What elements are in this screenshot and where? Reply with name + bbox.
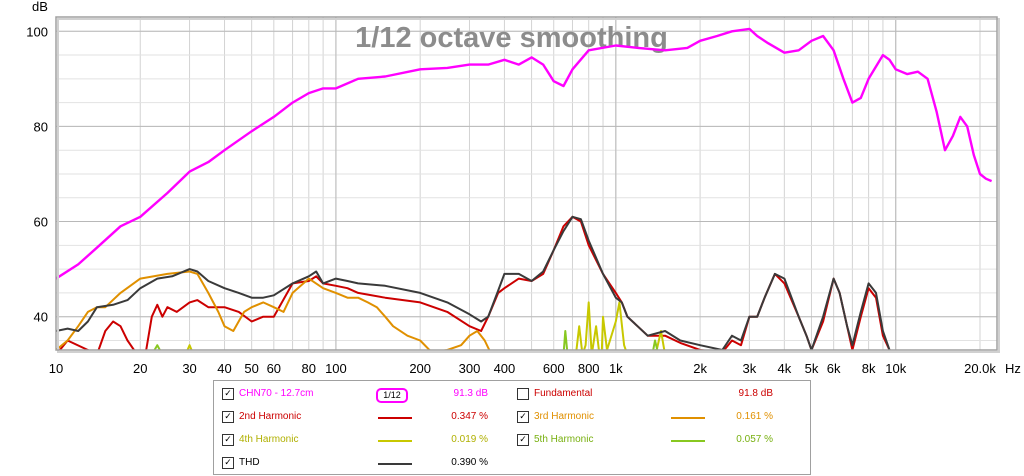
x-tick-label: 2k [693, 361, 707, 376]
x-tick-label: 800 [578, 361, 600, 376]
x-tick-label: 50 [244, 361, 258, 376]
series-line-3rd-harmonic [56, 270, 491, 350]
legend-swatch-4th-harmonic [378, 440, 412, 442]
y-tick-label: 60 [34, 215, 48, 230]
legend-value-thd: 0.390 % [451, 457, 488, 468]
series-line-4th-harmonic [186, 301, 666, 350]
x-tick-label: 600 [543, 361, 565, 376]
checkbox-thd[interactable]: ✓ [222, 457, 234, 469]
x-tick-label: 60 [267, 361, 281, 376]
legend-value-2nd-harmonic: 0.347 % [451, 411, 488, 422]
legend-swatch-thd [378, 463, 412, 465]
legend-label-5th-harmonic: 5th Harmonic [534, 434, 594, 445]
series-line-thd [56, 215, 891, 350]
legend-row-2nd-harmonic[interactable]: ✓ 2nd Harmonic 0.347 % [222, 409, 502, 425]
series-line-5th-harmonic [153, 330, 659, 350]
x-tick-label: 3k [743, 361, 757, 376]
legend-value-5th-harmonic: 0.057 % [736, 434, 773, 445]
x-tick-label: 30 [182, 361, 196, 376]
legend-value-fundamental: 91.8 dB [738, 388, 773, 399]
legend-row-3rd-harmonic[interactable]: ✓ 3rd Harmonic 0.161 % [517, 409, 797, 425]
x-tick-label: 20 [133, 361, 147, 376]
x-axis-label: Hz [1005, 361, 1021, 376]
x-tick-label: 8k [862, 361, 876, 376]
x-tick-label: 6k [827, 361, 841, 376]
x-tick-label: 400 [494, 361, 516, 376]
legend-label-3rd-harmonic: 3rd Harmonic [534, 411, 595, 422]
legend-value-3rd-harmonic: 0.161 % [736, 411, 773, 422]
y-tick-label: 80 [34, 119, 48, 134]
x-tick-label: 4k [777, 361, 791, 376]
legend-panel: ✓ CHN70 - 12.7cm 1/12 91.3 dB Fundamenta… [213, 380, 811, 475]
x-tick-label: 100 [325, 361, 347, 376]
series-line-chn70-12-7cm [56, 27, 993, 280]
x-tick-label: 300 [459, 361, 481, 376]
plot-border [55, 16, 998, 351]
x-tick-label: 200 [409, 361, 431, 376]
y-tick-label: 40 [34, 310, 48, 325]
x-tick-label: 1k [609, 361, 623, 376]
x-tick-label: 5k [805, 361, 819, 376]
y-tick-label: 100 [26, 24, 48, 39]
y-axis-label: dB [32, 0, 48, 14]
checkbox-5th-harmonic[interactable]: ✓ [517, 434, 529, 446]
legend-row-4th-harmonic[interactable]: ✓ 4th Harmonic 0.019 % [222, 432, 502, 448]
checkbox-4th-harmonic[interactable]: ✓ [222, 434, 234, 446]
chart-title: 1/12 octave smoothing [355, 22, 668, 54]
legend-swatch-2nd-harmonic [378, 417, 412, 419]
legend-swatch-3rd-harmonic [671, 417, 705, 419]
x-tick-label: 80 [302, 361, 316, 376]
chart-svg: 1/12 octave smoothing 40 60 80 100 dB 10 20 30 40… [26, 0, 1021, 376]
plot-shadow [57, 18, 1000, 353]
x-tick-label: 10k [885, 361, 906, 376]
legend-label-chn70: CHN70 - 12.7cm [239, 388, 314, 399]
x-tick-label: 20.0k [964, 361, 996, 376]
legend-value-chn70: 91.3 dB [453, 388, 488, 399]
series-group [56, 27, 993, 350]
legend-label-4th-harmonic: 4th Harmonic [239, 434, 299, 445]
legend-value-4th-harmonic: 0.019 % [451, 434, 488, 445]
legend-row-chn70[interactable]: ✓ CHN70 - 12.7cm 1/12 91.3 dB [222, 386, 502, 403]
legend-label-2nd-harmonic: 2nd Harmonic [239, 411, 302, 422]
legend-row-5th-harmonic[interactable]: ✓ 5th Harmonic 0.057 % [517, 432, 797, 448]
checkbox-chn70[interactable]: ✓ [222, 388, 234, 400]
legend-label-fundamental: Fundamental [534, 388, 593, 399]
checkbox-2nd-harmonic[interactable]: ✓ [222, 411, 234, 423]
legend-row-fundamental[interactable]: Fundamental 91.8 dB [517, 386, 797, 402]
legend-swatch-5th-harmonic [671, 440, 705, 442]
legend-row-thd[interactable]: ✓ THD 0.390 % [222, 455, 502, 471]
x-tick-label: 40 [217, 361, 231, 376]
checkbox-fundamental[interactable] [517, 388, 529, 400]
checkbox-3rd-harmonic[interactable]: ✓ [517, 411, 529, 423]
x-tick-label: 10 [49, 361, 63, 376]
smoothing-badge[interactable]: 1/12 [376, 388, 408, 403]
legend-label-thd: THD [239, 457, 260, 468]
